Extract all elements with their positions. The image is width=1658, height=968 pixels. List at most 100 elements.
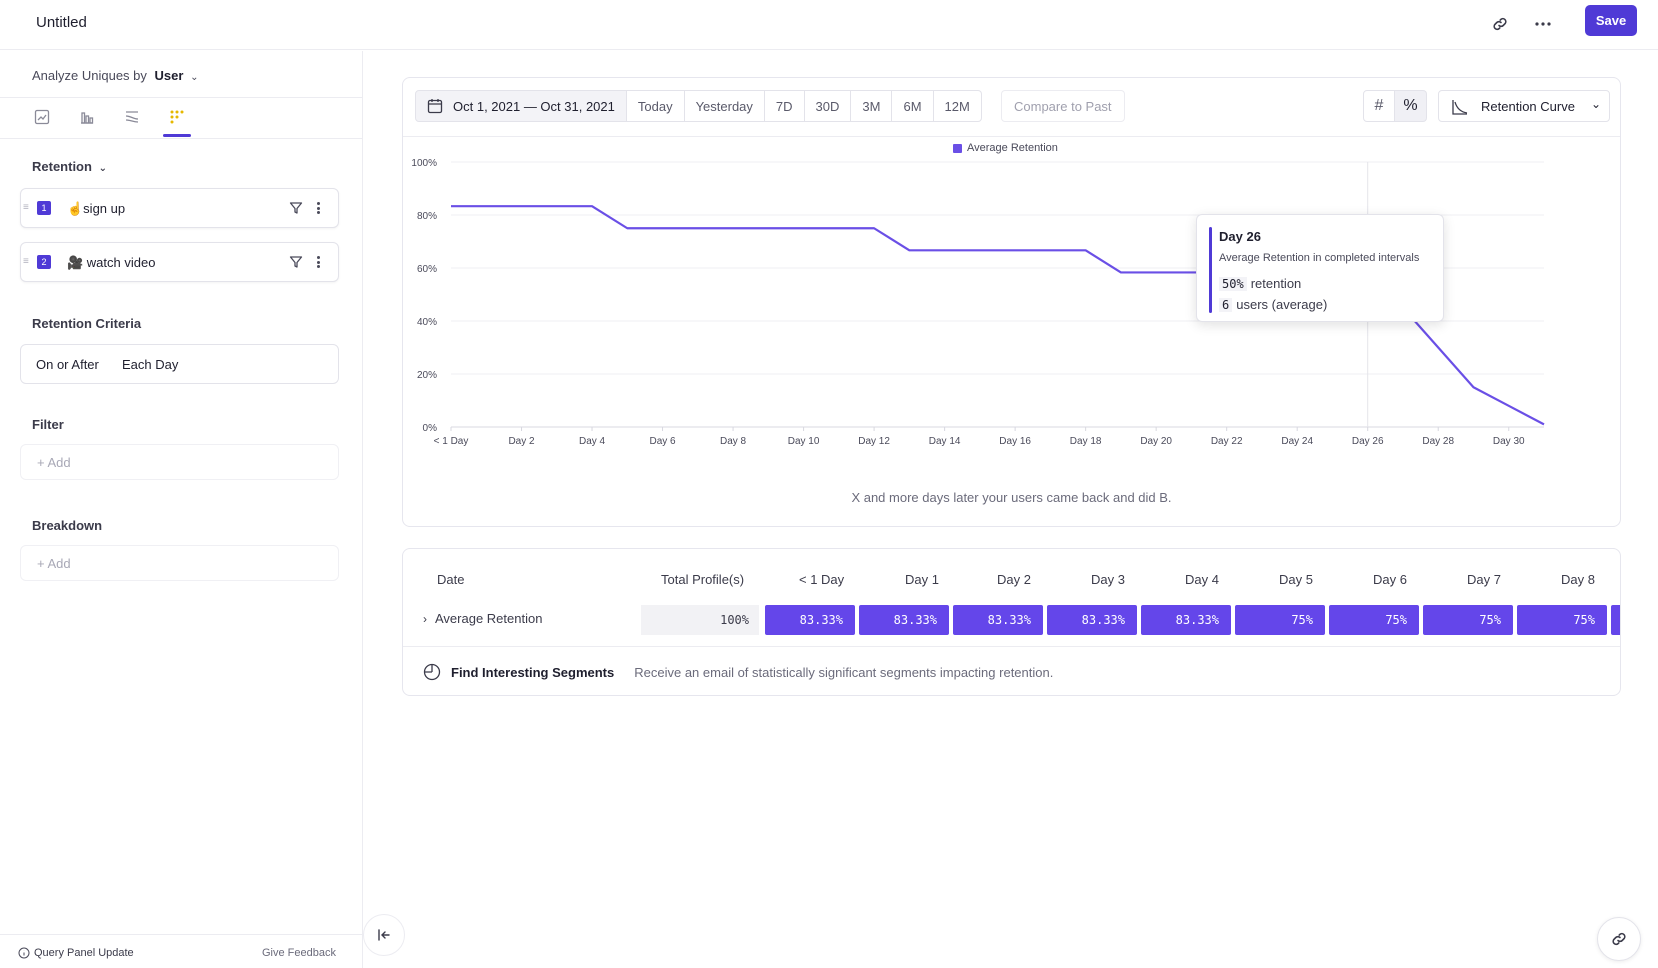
chevron-down-icon: ⌄ bbox=[98, 163, 107, 174]
retention-cell[interactable]: 83.33% bbox=[859, 605, 949, 635]
collapse-panel-icon[interactable] bbox=[363, 914, 405, 956]
x-tick-label: Day 8 bbox=[720, 436, 747, 447]
y-tick-label: 80% bbox=[417, 211, 437, 222]
chart-divider bbox=[403, 136, 1620, 137]
retention-cell[interactable]: 75% bbox=[1517, 605, 1607, 635]
y-tick-label: 60% bbox=[417, 264, 437, 275]
table-header-day7[interactable]: Day 7 bbox=[1467, 572, 1501, 587]
retention-cell[interactable]: 83.33% bbox=[953, 605, 1043, 635]
table-header-lt1day[interactable]: < 1 Day bbox=[799, 572, 845, 587]
tooltip-retention-label: retention bbox=[1250, 276, 1302, 291]
event-card-1[interactable]: ≡ 1 ☝️sign up bbox=[20, 188, 339, 228]
report-title[interactable]: Untitled bbox=[36, 14, 87, 31]
preset-7d[interactable]: 7D bbox=[764, 90, 805, 122]
event-index-badge: 2 bbox=[37, 255, 51, 269]
table-header-day2[interactable]: Day 2 bbox=[997, 572, 1031, 587]
more-horizontal-icon[interactable] bbox=[1529, 10, 1557, 38]
x-tick-label: Day 30 bbox=[1493, 436, 1525, 447]
tooltip-subtitle: Average Retention in completed intervals bbox=[1219, 252, 1420, 264]
table-header-day6[interactable]: Day 6 bbox=[1373, 572, 1407, 587]
filter-icon[interactable] bbox=[289, 255, 303, 269]
table-header-day8[interactable]: Day 8 bbox=[1561, 572, 1595, 587]
analyze-uniques-selector[interactable]: Analyze Uniques by User ⌄ bbox=[32, 68, 198, 83]
analyze-prefix: Analyze Uniques by bbox=[32, 68, 147, 83]
filter-title: Filter bbox=[32, 417, 64, 432]
table-header-day3[interactable]: Day 3 bbox=[1091, 572, 1125, 587]
top-bar: Untitled Save bbox=[0, 0, 1658, 50]
retention-icon[interactable] bbox=[163, 106, 191, 137]
percent-format-icon[interactable]: % bbox=[1395, 90, 1427, 122]
table-header-day1[interactable]: Day 1 bbox=[905, 572, 939, 587]
date-toolbar: Oct 1, 2021 — Oct 31, 2021 Today Yesterd… bbox=[415, 90, 982, 122]
retention-label: Retention bbox=[32, 159, 92, 174]
chart-card: Oct 1, 2021 — Oct 31, 2021 Today Yesterd… bbox=[402, 77, 1621, 527]
give-feedback-link[interactable]: Give Feedback bbox=[262, 947, 336, 959]
visualization-tabs bbox=[0, 97, 362, 139]
retention-cell[interactable]: 75% bbox=[1329, 605, 1419, 635]
save-button[interactable]: Save bbox=[1585, 5, 1637, 36]
retention-cell[interactable]: 83.33% bbox=[1141, 605, 1231, 635]
legend-label: Average Retention bbox=[967, 142, 1058, 154]
y-tick-label: 100% bbox=[411, 158, 437, 169]
retention-cell[interactable]: 75% bbox=[1235, 605, 1325, 635]
retention-cell[interactable]: 75% bbox=[1423, 605, 1513, 635]
find-segments-title[interactable]: Find Interesting Segments bbox=[451, 664, 615, 680]
x-tick-label: Day 2 bbox=[508, 436, 535, 447]
query-panel-footer: Query Panel Update Give Feedback bbox=[0, 934, 362, 968]
filter-add-button[interactable]: + Add bbox=[20, 444, 339, 480]
chart-caption: X and more days later your users came ba… bbox=[851, 490, 1172, 505]
tooltip-accent-bar bbox=[1209, 227, 1212, 313]
flows-icon[interactable] bbox=[120, 106, 144, 128]
x-tick-label: Day 28 bbox=[1422, 436, 1454, 447]
tooltip-users-label: users (average) bbox=[1236, 297, 1328, 312]
tooltip-users-row: 6 users (average) bbox=[1219, 297, 1327, 312]
more-vertical-icon[interactable] bbox=[313, 200, 323, 216]
table-header-day5[interactable]: Day 5 bbox=[1279, 572, 1313, 587]
drag-handle-icon[interactable]: ≡ bbox=[23, 256, 29, 267]
retention-dropdown[interactable]: Retention ⌄ bbox=[32, 159, 107, 174]
filter-icon[interactable] bbox=[289, 201, 303, 215]
bar-chart-icon[interactable] bbox=[75, 106, 99, 128]
chevron-down-icon: ⌄ bbox=[1591, 97, 1602, 111]
event-name[interactable]: ☝️sign up bbox=[67, 201, 126, 216]
more-vertical-icon[interactable] bbox=[313, 254, 323, 270]
table-header-day4[interactable]: Day 4 bbox=[1185, 572, 1219, 587]
table-header-total[interactable]: Total Profile(s) bbox=[661, 572, 745, 587]
criteria-interval[interactable]: Each Day bbox=[122, 357, 179, 372]
compare-to-past-button[interactable]: Compare to Past bbox=[1001, 90, 1125, 122]
table-row-average-retention[interactable]: › Average Retention bbox=[423, 611, 542, 626]
chart-type-dropdown[interactable]: Retention Curve ⌄ bbox=[1438, 90, 1610, 122]
chevron-right-icon[interactable]: › bbox=[423, 611, 427, 626]
x-tick-label: < 1 Day bbox=[434, 436, 469, 447]
retention-curve-icon bbox=[1452, 100, 1468, 115]
retention-criteria-box[interactable]: On or After Each Day bbox=[20, 344, 339, 384]
legend-swatch bbox=[953, 143, 962, 153]
x-tick-label: Day 16 bbox=[999, 436, 1031, 447]
preset-yesterday[interactable]: Yesterday bbox=[684, 90, 765, 122]
line-chart-icon[interactable] bbox=[30, 106, 54, 128]
y-tick-label: 20% bbox=[417, 370, 437, 381]
preset-3m[interactable]: 3M bbox=[851, 90, 893, 122]
preset-12m[interactable]: 12M bbox=[933, 90, 982, 122]
table-header-date[interactable]: Date bbox=[437, 572, 465, 587]
chart-legend[interactable]: Average Retention bbox=[953, 142, 1058, 154]
breakdown-title: Breakdown bbox=[32, 518, 103, 533]
query-panel-update-link[interactable]: Query Panel Update bbox=[18, 947, 134, 959]
criteria-mode[interactable]: On or After bbox=[36, 357, 99, 372]
info-icon bbox=[18, 947, 30, 959]
retention-cell[interactable]: 83.33% bbox=[1047, 605, 1137, 635]
drag-handle-icon[interactable]: ≡ bbox=[23, 202, 29, 213]
event-name[interactable]: 🎥 watch video bbox=[67, 255, 156, 270]
link-icon[interactable] bbox=[1486, 10, 1514, 38]
preset-6m[interactable]: 6M bbox=[892, 90, 934, 122]
preset-30d[interactable]: 30D bbox=[804, 90, 852, 122]
number-format-icon[interactable]: # bbox=[1363, 90, 1395, 122]
event-card-2[interactable]: ≡ 2 🎥 watch video bbox=[20, 242, 339, 282]
share-link-icon[interactable] bbox=[1597, 917, 1641, 961]
find-segments-row[interactable]: Find Interesting Segments Receive an ema… bbox=[423, 663, 1053, 681]
date-range-picker[interactable]: Oct 1, 2021 — Oct 31, 2021 bbox=[415, 90, 627, 122]
retention-cell[interactable]: 83.33% bbox=[765, 605, 855, 635]
breakdown-add-button[interactable]: + Add bbox=[20, 545, 339, 581]
retention-cell-partial[interactable] bbox=[1611, 605, 1620, 635]
preset-today[interactable]: Today bbox=[626, 90, 685, 122]
